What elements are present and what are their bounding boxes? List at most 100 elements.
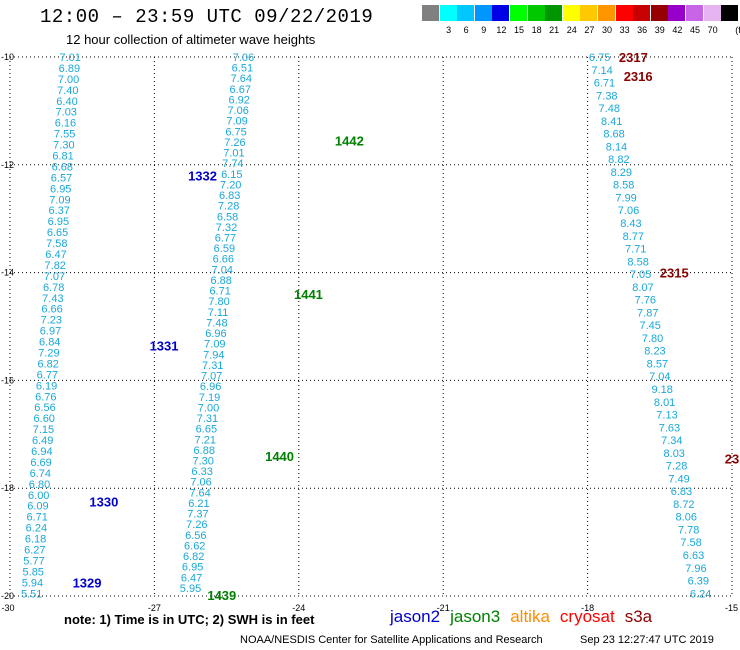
wave-height-value: 7.04 — [212, 264, 233, 276]
wave-height-value: 6.27 — [24, 545, 45, 557]
wave-height-value: 8.01 — [654, 397, 675, 409]
color-swatch — [527, 5, 545, 21]
color-swatch — [545, 5, 563, 21]
wave-height-value: 7.21 — [195, 434, 216, 446]
color-swatch — [598, 5, 615, 21]
legend-altika: altika — [510, 607, 550, 626]
wave-height-value: 6.69 — [30, 457, 51, 469]
color-scale-tick: 27 — [584, 25, 595, 35]
color-swatch — [562, 5, 580, 21]
color-swatch — [474, 5, 492, 21]
longitude-label: -15 — [725, 603, 738, 613]
wave-height-value: 7.58 — [46, 238, 67, 250]
pass-number-label: 1442 — [335, 134, 364, 149]
color-swatch — [492, 5, 510, 21]
wave-height-value: 6.58 — [217, 211, 238, 223]
credit-footer: NOAA/NESDIS Center for Satellite Applica… — [240, 634, 543, 646]
wave-height-value: 7.96 — [685, 563, 706, 575]
wave-height-value: 6.82 — [183, 551, 204, 563]
wave-height-value: 7.09 — [226, 116, 247, 128]
wave-height-value: 6.71 — [26, 512, 47, 524]
wave-height-value: 7.29 — [38, 348, 59, 360]
wave-height-value: 7.07 — [201, 371, 222, 383]
pass-number-label: 1440 — [265, 449, 294, 464]
wave-height-value: 7.31 — [197, 413, 218, 425]
wave-height-value: 6.71 — [594, 78, 615, 90]
wave-height-value: 7.78 — [678, 524, 699, 536]
wave-height-value: 6.18 — [25, 534, 46, 546]
wave-height-value: 7.55 — [54, 129, 75, 141]
wave-height-value: 6.68 — [52, 161, 73, 173]
wave-height-value: 6.16 — [55, 118, 76, 130]
wave-height-value: 6.66 — [213, 254, 234, 266]
wave-height-value: 7.26 — [186, 519, 207, 531]
longitude-label: -24 — [292, 603, 305, 613]
color-swatch — [615, 5, 633, 21]
wave-height-value: 5.95 — [180, 583, 201, 595]
wave-height-value: 6.80 — [29, 479, 50, 491]
wave-height-value: 6.09 — [27, 501, 48, 513]
wave-height-value: 6.71 — [209, 286, 230, 298]
color-swatch — [633, 5, 651, 21]
wave-height-value: 7.06 — [618, 205, 639, 217]
wave-height-value: 8.72 — [673, 499, 694, 511]
wave-height-value: 7.03 — [56, 107, 77, 119]
longitude-label: -21 — [437, 603, 450, 613]
wave-height-value: 8.58 — [613, 180, 634, 192]
wave-height-value: 7.26 — [224, 137, 245, 149]
latitude-label: -14 — [1, 268, 14, 278]
wave-height-value: 6.78 — [43, 282, 64, 294]
wave-height-value: 6.37 — [48, 205, 69, 217]
wave-height-value: 6.89 — [59, 63, 80, 75]
wave-height-value: 7.58 — [680, 537, 701, 549]
color-scale-tick: 42 — [672, 25, 683, 35]
color-scale-tick: 36 — [637, 25, 648, 35]
color-scale-tick: 18 — [531, 25, 542, 35]
color-scale-unit: (ft) — [735, 25, 740, 35]
wave-height-value: 6.76 — [35, 391, 56, 403]
wave-height-value: 6.88 — [194, 445, 215, 457]
color-swatch — [580, 5, 598, 21]
wave-height-value: 6.67 — [230, 84, 251, 96]
wave-height-value: 7.99 — [615, 192, 636, 204]
color-swatch — [668, 5, 686, 21]
wave-height-value: 6.49 — [32, 435, 53, 447]
wave-height-value: 7.04 — [649, 371, 670, 383]
wave-height-value: 7.07 — [44, 271, 65, 283]
wave-height-value: 6.47 — [181, 572, 202, 584]
wave-height-value: 6.95 — [50, 183, 71, 195]
color-scale-tick: 3 — [446, 25, 452, 35]
legend-jason3: jason3 — [450, 607, 501, 626]
wave-height-value: 6.96 — [205, 328, 226, 340]
wave-height-value: 7.63 — [659, 422, 680, 434]
pass-number-label: 1330 — [89, 495, 118, 510]
wave-height-value: 7.82 — [45, 260, 66, 272]
color-swatch — [439, 5, 457, 21]
wave-height-value: 6.74 — [30, 468, 51, 480]
wave-height-value: 8.57 — [647, 358, 668, 370]
wave-height-value: 7.01 — [223, 148, 244, 160]
map-title: 12:00 – 23:59 UTC 09/22/2019 — [40, 6, 374, 28]
color-scale-tick: 33 — [619, 25, 630, 35]
wave-height-value: 7.19 — [199, 392, 220, 404]
legend-jason2: jason2 — [390, 607, 441, 626]
wave-height-value: 6.56 — [185, 530, 206, 542]
wave-height-value: 6.77 — [215, 233, 236, 245]
color-scale-tick: 70 — [707, 25, 718, 35]
wave-height-value: 7.74 — [222, 158, 243, 170]
wave-height-value: 7.30 — [53, 140, 74, 152]
color-swatch — [703, 5, 721, 21]
wave-height-value: 6.96 — [200, 381, 221, 393]
wave-height-value: 6.65 — [47, 227, 68, 239]
wave-height-value: 7.11 — [208, 307, 229, 319]
pass-number-label: 2317 — [619, 50, 648, 65]
longitude-label: -30 — [1, 603, 14, 613]
wave-height-value: 7.00 — [198, 402, 219, 414]
pass-number-label: 23 — [725, 452, 739, 467]
generation-timestamp: Sep 23 12:27:47 UTC 2019 — [580, 634, 714, 646]
wave-height-value: 7.80 — [208, 296, 229, 308]
wave-height-value: 6.47 — [45, 249, 66, 261]
wave-height-value: 7.87 — [637, 307, 658, 319]
wave-height-value: 6.24 — [690, 588, 711, 600]
wave-height-value: 7.13 — [656, 410, 677, 422]
